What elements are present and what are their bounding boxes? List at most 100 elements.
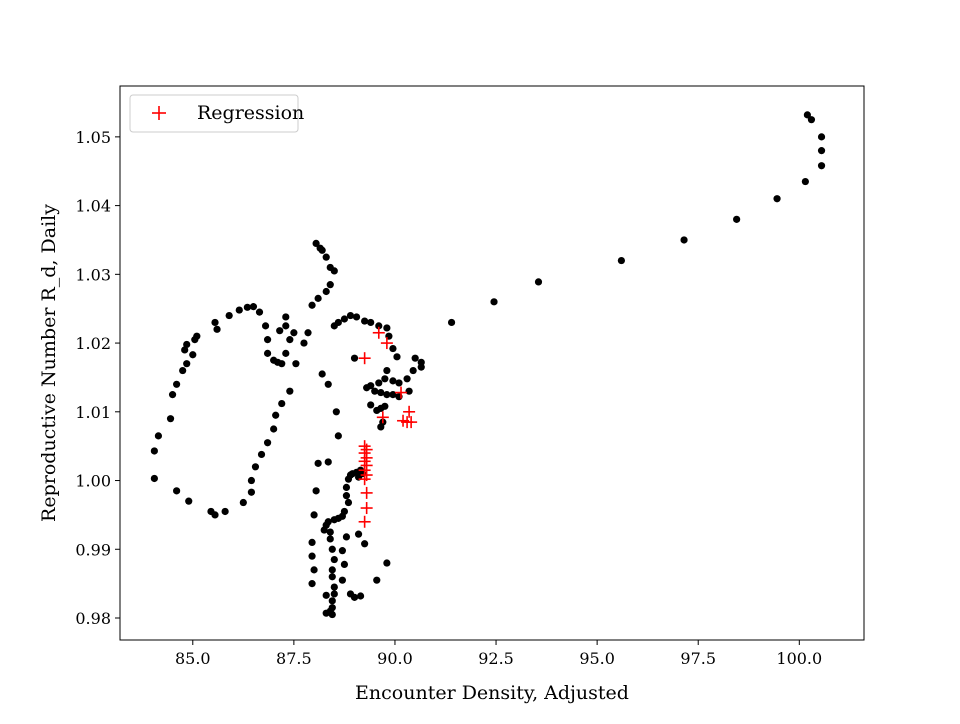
- observed-point: [817, 162, 826, 170]
- observed-point: [292, 360, 300, 368]
- observed-point: [225, 311, 233, 320]
- plot-frame: [119, 85, 865, 641]
- observed-point: [733, 215, 741, 223]
- observed-point: [150, 447, 158, 455]
- observed-point: [373, 576, 381, 584]
- y-axis-ticks: 0.98 0.99 1.00 1.01 1.02 1.03 1.04 1.05: [75, 128, 120, 628]
- points-layer: [150, 111, 826, 619]
- regression-point: [376, 411, 389, 424]
- observed-point: [249, 303, 258, 311]
- observed-point: [381, 375, 389, 383]
- observed-point: [312, 487, 320, 495]
- observed-point: [235, 306, 243, 314]
- observed-point: [181, 346, 189, 354]
- x-tick-label: 100.0: [776, 649, 822, 668]
- observed-point: [276, 327, 284, 335]
- observed-point: [389, 391, 397, 399]
- observed-point: [326, 535, 334, 543]
- observed-point: [375, 322, 383, 330]
- observed-point: [367, 318, 375, 327]
- observed-point: [389, 377, 397, 385]
- observed-point: [318, 370, 326, 378]
- observed-point: [330, 555, 338, 564]
- observed-point: [183, 360, 191, 368]
- y-tick-label: 1.05: [75, 128, 111, 147]
- observed-point: [346, 311, 355, 320]
- observed-point: [371, 387, 379, 395]
- observed-point: [312, 239, 320, 248]
- regression-point: [372, 326, 385, 339]
- observed-point: [363, 384, 371, 392]
- observed-point: [326, 528, 334, 536]
- x-tick-label: 85.0: [175, 649, 211, 668]
- observed-point: [150, 474, 158, 483]
- observed-point: [207, 507, 215, 516]
- observed-point: [308, 580, 316, 588]
- observed-point: [324, 458, 332, 466]
- observed-point: [191, 336, 199, 344]
- observed-point: [213, 325, 221, 333]
- observed-point: [263, 349, 272, 357]
- observed-point: [330, 516, 338, 524]
- observed-point: [322, 287, 330, 296]
- x-tick-label: 97.5: [680, 649, 716, 668]
- observed-point: [328, 545, 336, 553]
- y-axis-label: Reproductive Number R_d, Daily: [38, 204, 60, 522]
- observed-point: [344, 475, 353, 483]
- observed-point: [320, 526, 328, 534]
- observed-point: [310, 566, 318, 574]
- observed-point: [367, 401, 375, 409]
- observed-point: [389, 344, 397, 353]
- observed-point: [403, 375, 411, 383]
- observed-point: [308, 538, 316, 546]
- regression-point: [405, 416, 418, 429]
- observed-point: [490, 298, 498, 306]
- observed-point: [338, 576, 346, 584]
- y-tick-label: 1.00: [75, 472, 111, 491]
- observed-point: [154, 432, 163, 440]
- observed-point: [270, 425, 278, 433]
- observed-point: [324, 380, 332, 388]
- observed-point: [361, 540, 369, 548]
- x-tick-label: 92.5: [478, 649, 514, 668]
- legend-regression-marker: [152, 106, 166, 120]
- observed-point: [330, 267, 338, 275]
- observed-point: [680, 236, 688, 244]
- regression-point: [403, 405, 416, 418]
- observed-point: [322, 591, 330, 599]
- observed-point: [373, 406, 381, 415]
- observed-point: [278, 360, 286, 368]
- observed-point: [282, 313, 290, 321]
- observed-point: [817, 133, 826, 141]
- observed-point: [286, 336, 294, 344]
- x-axis-ticks: 85.0 87.5 90.0 92.5 95.0 97.5 100.0: [175, 640, 822, 668]
- regression-point: [360, 502, 373, 515]
- observed-point: [286, 387, 294, 395]
- observed-point: [221, 507, 229, 516]
- observed-point: [375, 379, 383, 387]
- observed-point: [801, 177, 809, 186]
- observed-point: [330, 590, 338, 598]
- observed-point: [322, 253, 330, 261]
- observed-point: [342, 483, 351, 492]
- legend: Regression: [129, 94, 304, 133]
- observed-point: [183, 340, 191, 349]
- regression-point: [360, 486, 373, 499]
- observed-point: [189, 351, 197, 359]
- observed-point: [304, 329, 312, 337]
- regression-point: [380, 337, 393, 350]
- observed-point: [803, 111, 811, 119]
- y-tick-label: 1.01: [75, 403, 111, 422]
- observed-point: [168, 391, 177, 399]
- observed-point: [338, 547, 346, 555]
- observed-point: [328, 566, 336, 574]
- observed-point: [211, 318, 219, 327]
- observed-point: [257, 450, 266, 459]
- observed-point: [282, 349, 290, 357]
- observed-point: [342, 492, 351, 500]
- y-tick-label: 0.99: [75, 540, 111, 559]
- observed-point: [272, 411, 280, 419]
- x-tick-label: 87.5: [276, 649, 312, 668]
- observed-point: [308, 301, 316, 309]
- observed-point: [411, 354, 419, 362]
